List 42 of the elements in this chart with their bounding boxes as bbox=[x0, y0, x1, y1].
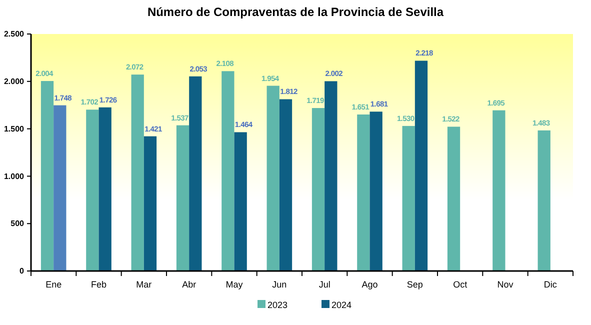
bar bbox=[538, 130, 550, 271]
y-tick-label: 500 bbox=[10, 219, 25, 228]
x-tick-label: May bbox=[226, 279, 244, 290]
x-tick-label: Ago bbox=[362, 279, 378, 290]
x-tick-label: Dic bbox=[544, 279, 558, 290]
x-tick-label: Jul bbox=[318, 279, 330, 290]
bar bbox=[492, 110, 506, 271]
x-tick-label: Sep bbox=[406, 279, 423, 290]
bar bbox=[324, 81, 338, 271]
y-tick-label: 0 bbox=[20, 266, 25, 276]
x-tick-label: Nov bbox=[497, 279, 514, 290]
bar bbox=[222, 71, 234, 271]
x-tick-label: Ene bbox=[46, 279, 62, 290]
x-tick-label: Abr bbox=[182, 279, 196, 290]
bar bbox=[402, 126, 415, 271]
y-tick-label: 1.500 bbox=[4, 124, 25, 134]
bar bbox=[144, 136, 157, 271]
bar bbox=[234, 132, 247, 271]
y-tick-label: 2.500 bbox=[4, 30, 25, 39]
bar bbox=[40, 81, 54, 271]
bar bbox=[266, 86, 280, 271]
bar bbox=[98, 107, 112, 271]
x-tick-label: Jun bbox=[272, 279, 287, 290]
y-tick-label: 1.000 bbox=[4, 172, 25, 181]
chart-title: Número de Compraventas de la Provincia de Sevilla bbox=[147, 5, 444, 19]
bar bbox=[279, 99, 292, 271]
x-tick-label: Feb bbox=[90, 279, 107, 290]
bar bbox=[370, 112, 382, 271]
bar bbox=[86, 110, 99, 271]
legend-label: 2023 bbox=[268, 300, 288, 310]
bar bbox=[54, 105, 66, 271]
bar bbox=[414, 60, 428, 271]
bar bbox=[447, 126, 460, 271]
bar bbox=[357, 114, 370, 271]
y-tick-label: 2.000 bbox=[4, 76, 25, 86]
bar bbox=[312, 108, 325, 271]
legend-label: 2024 bbox=[332, 300, 352, 310]
bar bbox=[131, 74, 144, 271]
bar bbox=[189, 76, 202, 271]
x-tick-label: Mar bbox=[136, 279, 152, 290]
x-tick-label: Oct bbox=[453, 279, 468, 290]
bar bbox=[176, 125, 190, 271]
